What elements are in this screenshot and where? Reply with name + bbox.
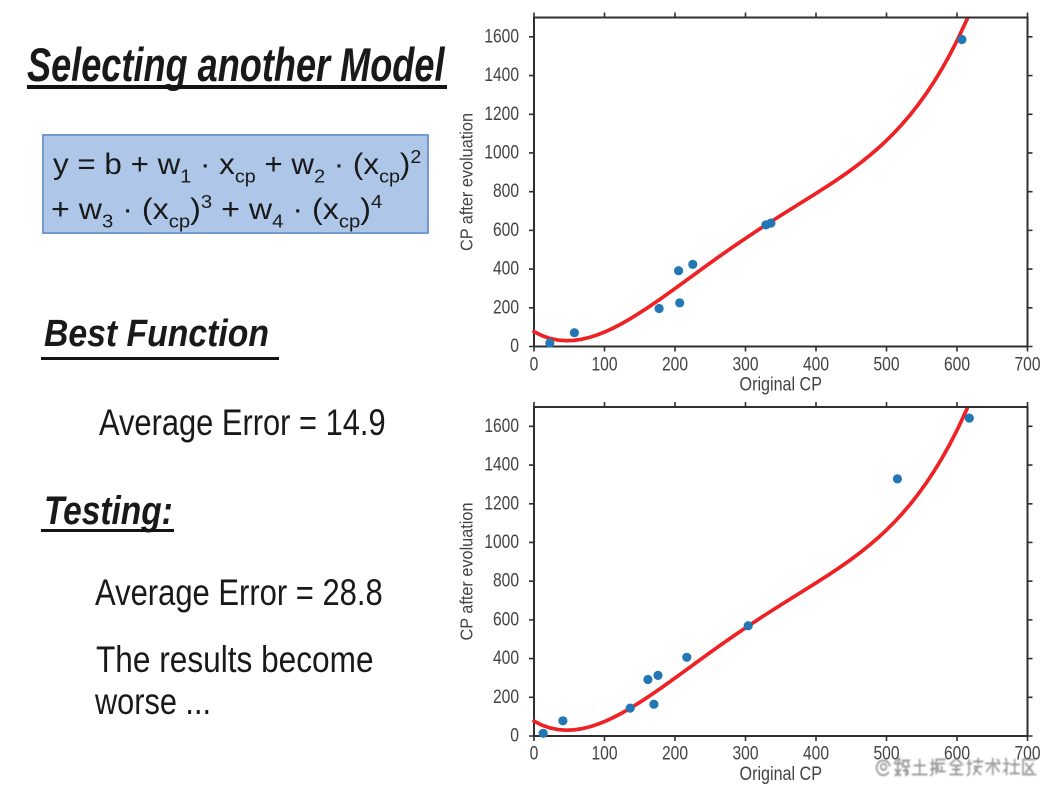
svg-text:0: 0 — [510, 336, 519, 357]
svg-text:800: 800 — [493, 181, 519, 202]
svg-text:500: 500 — [874, 355, 900, 376]
svg-text:300: 300 — [733, 744, 759, 765]
svg-text:1200: 1200 — [484, 493, 519, 514]
svg-text:100: 100 — [592, 355, 618, 376]
svg-text:0: 0 — [530, 744, 539, 765]
svg-text:700: 700 — [1015, 744, 1041, 765]
svg-text:600: 600 — [944, 744, 970, 765]
svg-text:CP after evoluation: CP after evoluation — [456, 113, 476, 251]
svg-text:200: 200 — [662, 744, 688, 765]
svg-text:Original CP: Original CP — [740, 375, 822, 396]
svg-text:1400: 1400 — [484, 65, 519, 86]
svg-text:1600: 1600 — [484, 416, 519, 437]
svg-text:600: 600 — [944, 355, 970, 376]
svg-text:400: 400 — [493, 259, 519, 280]
svg-text:700: 700 — [1015, 355, 1041, 376]
svg-text:600: 600 — [493, 609, 519, 630]
svg-text:1400: 1400 — [484, 455, 519, 476]
svg-text:CP after evoluation: CP after evoluation — [456, 503, 476, 641]
svg-text:600: 600 — [493, 220, 519, 241]
svg-text:0: 0 — [510, 726, 519, 747]
svg-text:0: 0 — [530, 355, 539, 376]
svg-text:200: 200 — [493, 297, 519, 318]
svg-text:200: 200 — [493, 687, 519, 708]
svg-text:800: 800 — [493, 571, 519, 592]
svg-text:1000: 1000 — [484, 142, 519, 163]
svg-text:1200: 1200 — [484, 104, 519, 125]
svg-text:400: 400 — [493, 648, 519, 669]
svg-text:1000: 1000 — [484, 532, 519, 553]
svg-text:Original CP: Original CP — [740, 764, 822, 785]
svg-text:100: 100 — [592, 744, 618, 765]
svg-text:400: 400 — [803, 744, 829, 765]
svg-text:1600: 1600 — [484, 26, 519, 47]
svg-text:400: 400 — [803, 355, 829, 376]
svg-text:200: 200 — [662, 355, 688, 376]
svg-text:500: 500 — [874, 744, 900, 765]
svg-text:300: 300 — [733, 355, 759, 376]
